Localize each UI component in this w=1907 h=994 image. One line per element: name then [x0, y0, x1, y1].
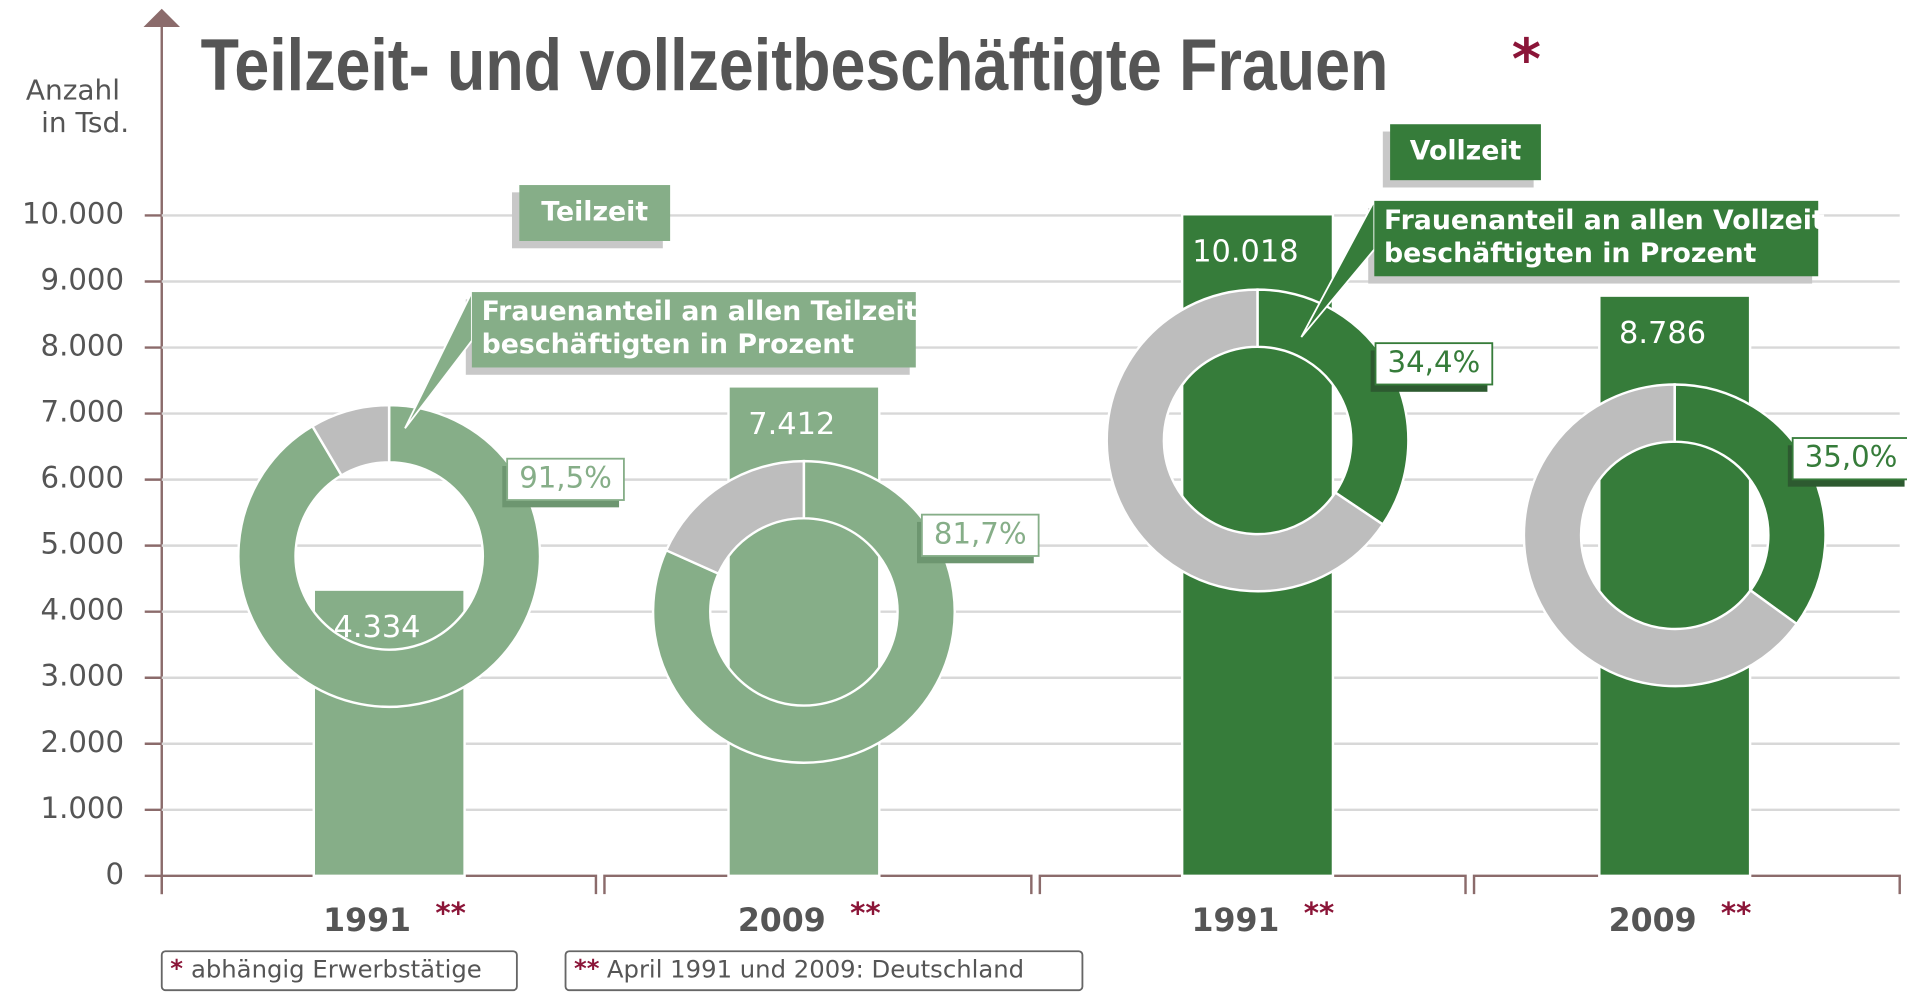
annotation-box	[471, 292, 916, 368]
share-label-box	[920, 513, 1040, 557]
donut-rest	[664, 459, 806, 576]
value-label: 10.018	[1192, 235, 1298, 270]
y-axis-arrow	[143, 8, 180, 27]
category-marker: **	[1304, 896, 1335, 930]
footnote-box	[564, 950, 1084, 992]
share-label: 81,7%	[934, 516, 1027, 550]
share-label-box	[506, 457, 625, 501]
y-tick-label: 6.000	[41, 461, 125, 495]
donut-rest	[1105, 288, 1385, 593]
y-tick-label: 5.000	[41, 527, 125, 561]
legend-box	[1390, 124, 1541, 181]
annotation-pointer	[404, 291, 473, 429]
y-tick-label: 9.000	[41, 262, 125, 296]
annotation: Frauenanteil an allen Teilzeit-	[482, 296, 929, 327]
x-tick-label: 1991	[1191, 903, 1279, 939]
baseline	[1472, 874, 1901, 895]
share-label: 34,4%	[1388, 345, 1481, 379]
y-axis-label: Anzahl	[26, 73, 120, 106]
donut-share	[651, 459, 956, 764]
y-tick-label: 1.000	[41, 791, 125, 825]
category-marker: **	[1721, 896, 1752, 930]
annotation: beschäftigten in Prozent	[482, 329, 855, 360]
value-label: 7.412	[748, 407, 835, 442]
footnote-text: abhängig Erwerbstätige	[191, 955, 482, 984]
donut-share	[237, 403, 542, 708]
title-marker: *	[1512, 28, 1541, 93]
category-marker: **	[850, 896, 881, 930]
y-tick-label: 10.000	[22, 196, 124, 230]
x-tick-label: 1991	[323, 903, 411, 939]
x-tick-label: 2009	[738, 903, 826, 939]
share-label: 35,0%	[1805, 440, 1898, 474]
footnote-text: April 1991 und 2009: Deutschland	[607, 955, 1024, 984]
donut-rest	[1522, 383, 1799, 688]
legend-box	[519, 185, 671, 241]
chart-title: Teilzeit- und vollzeitbeschäftigte Fraue…	[201, 25, 1389, 106]
baseline	[160, 874, 598, 895]
y-tick-label: 8.000	[41, 329, 125, 363]
annotation-box	[1374, 200, 1819, 277]
donut-rest	[310, 403, 391, 478]
bar	[1598, 294, 1752, 878]
share-label-box	[1374, 342, 1494, 386]
value-label: 4.334	[334, 610, 421, 645]
donut-share	[1673, 383, 1827, 626]
legend-label: Vollzeit	[1410, 136, 1522, 167]
y-tick-label: 3.000	[41, 659, 125, 693]
y-tick-label: 0	[105, 857, 124, 891]
baseline	[1038, 874, 1467, 895]
annotation: beschäftigten in Prozent	[1384, 238, 1757, 269]
baseline	[603, 874, 1033, 895]
category-marker: **	[435, 896, 466, 930]
y-tick-label: 7.000	[41, 395, 125, 429]
value-label: 8.786	[1619, 316, 1706, 351]
share-label: 91,5%	[519, 460, 612, 494]
donut-share	[1256, 288, 1410, 527]
legend-label: Teilzeit	[541, 197, 648, 228]
y-tick-label: 2.000	[41, 725, 125, 759]
annotation: Frauenanteil an allen Vollzeit-	[1384, 205, 1836, 236]
footnote-marker: **	[574, 953, 600, 982]
x-tick-label: 2009	[1609, 903, 1697, 939]
y-tick-label: 4.000	[41, 593, 125, 627]
bar	[727, 385, 881, 878]
footnote-marker: *	[170, 953, 183, 982]
footnote-box	[160, 950, 518, 992]
y-axis-label: in Tsd.	[41, 106, 129, 139]
share-label-box	[1791, 437, 1907, 481]
